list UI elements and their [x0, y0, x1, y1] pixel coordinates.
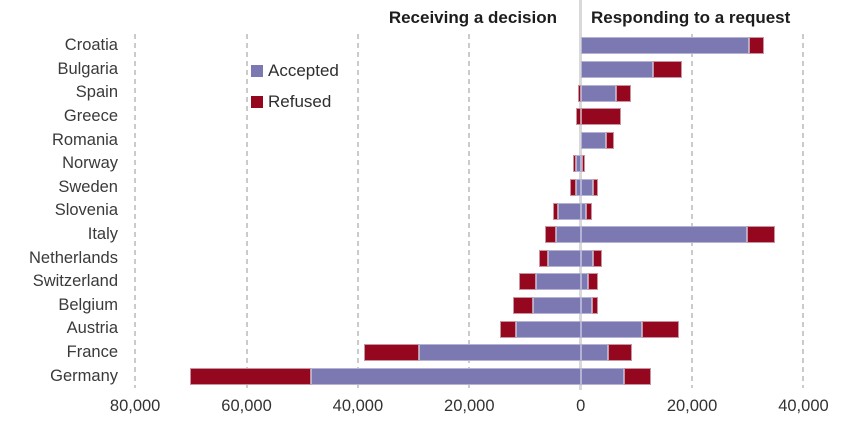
gridline — [802, 34, 805, 388]
bar-Romania-right-refused — [605, 131, 614, 149]
accepted-swatch-icon — [251, 65, 263, 77]
bar-Switzerland-right-accepted — [580, 273, 588, 291]
x-axis-tick: 20,000 — [666, 397, 718, 415]
bar-France-right-accepted — [580, 344, 608, 362]
gridline — [691, 34, 694, 388]
x-axis-tick: 40,000 — [332, 397, 384, 415]
bar-Switzerland-right-refused — [587, 273, 599, 291]
bar-Bulgaria-right-refused — [653, 60, 683, 78]
left-section-title: Receiving a decision — [388, 8, 557, 27]
bar-Norway-left-accepted — [576, 155, 581, 173]
gridline — [134, 34, 137, 388]
bar-Germany-right-accepted — [580, 367, 624, 385]
country-label: Netherlands — [29, 248, 118, 267]
bar-Belgium-right-refused — [592, 296, 598, 314]
bar-Austria-right-refused — [642, 320, 679, 338]
bar-Germany-left-refused — [189, 367, 311, 385]
bar-Austria-right-accepted — [580, 320, 643, 338]
bar-Greece-left-refused — [576, 108, 581, 126]
gridline — [468, 34, 471, 388]
x-axis-tick: 80,000 — [109, 397, 161, 415]
bar-France-left-refused — [364, 344, 420, 362]
bar-Romania-right-accepted — [580, 131, 606, 149]
bar-Belgium-left-accepted — [533, 296, 581, 314]
bar-Sweden-left-accepted — [576, 178, 581, 196]
legend-label-accepted: Accepted — [268, 61, 339, 80]
country-label: Norway — [62, 154, 118, 173]
bar-Germany-right-refused — [623, 367, 651, 385]
bar-Norway-left-refused — [572, 155, 577, 173]
bar-Slovenia-right-accepted — [580, 202, 587, 220]
bar-Italy-right-refused — [746, 226, 776, 244]
x-axis-tick: 0 — [576, 397, 586, 415]
legend-label-refused: Refused — [268, 92, 332, 111]
bar-Austria-left-accepted — [515, 320, 581, 338]
refused-swatch-icon — [251, 96, 263, 108]
bar-Switzerland-left-refused — [518, 273, 537, 291]
bar-Croatia-right-accepted — [580, 37, 749, 55]
bar-Bulgaria-right-accepted — [580, 60, 654, 78]
gridline — [245, 34, 248, 388]
bar-Austria-left-refused — [500, 320, 516, 338]
bar-Netherlands-left-accepted — [548, 249, 581, 267]
country-label: Romania — [51, 130, 118, 149]
x-axis-tick: 20,000 — [444, 397, 495, 415]
bar-Netherlands-left-refused — [538, 249, 549, 267]
bar-Germany-left-accepted — [310, 367, 581, 385]
bar-Belgium-right-accepted — [580, 296, 593, 314]
country-label: Switzerland — [32, 272, 118, 291]
right-section-title: Responding to a request — [591, 8, 791, 27]
country-label: Italy — [87, 225, 118, 244]
bar-Sweden-left-refused — [570, 178, 577, 196]
country-label: Bulgaria — [57, 59, 118, 78]
x-axis-tick-labels: 80,000 60,000 40,000 20,000 0 20,000 40,000 — [0, 397, 850, 421]
bar-Netherlands-right-refused — [593, 249, 603, 267]
country-label: Croatia — [64, 36, 118, 55]
bar-France-left-accepted — [419, 344, 581, 362]
bar-Spain-right-accepted — [580, 84, 617, 102]
bar-Slovenia-left-accepted — [558, 202, 581, 220]
bar-Slovenia-left-refused — [553, 202, 559, 220]
bar-Sweden-right-refused — [593, 178, 599, 196]
bar-Croatia-right-refused — [748, 37, 765, 55]
gridline — [356, 34, 359, 388]
country-label: Spain — [75, 83, 118, 102]
plot-area — [124, 34, 848, 388]
country-label: Slovenia — [54, 201, 118, 220]
bar-Slovenia-right-refused — [586, 202, 592, 220]
bar-Greece-right-refused — [580, 108, 622, 126]
bar-Switzerland-left-accepted — [536, 273, 581, 291]
bar-Spain-right-refused — [616, 84, 631, 102]
x-axis-tick: 40,000 — [778, 397, 829, 415]
legend: Accepted Refused — [251, 61, 339, 123]
bar-Italy-left-refused — [545, 226, 557, 244]
bar-Belgium-left-refused — [513, 296, 534, 314]
country-label: Sweden — [58, 177, 118, 196]
legend-item-accepted: Accepted — [251, 61, 339, 81]
bar-France-right-refused — [607, 344, 632, 362]
x-axis-tick: 60,000 — [221, 397, 272, 415]
bar-Italy-left-accepted — [556, 226, 581, 244]
legend-item-refused: Refused — [251, 92, 339, 112]
bar-Netherlands-right-accepted — [580, 249, 594, 267]
bar-Italy-right-accepted — [580, 226, 747, 244]
country-label: Belgium — [58, 295, 118, 314]
bar-Spain-left-refused — [577, 84, 581, 102]
bar-Norway-right-refused — [582, 155, 586, 173]
country-label: Germany — [50, 366, 118, 385]
country-label: Greece — [63, 107, 118, 126]
country-label: France — [66, 343, 118, 362]
bar-Sweden-right-accepted — [580, 178, 594, 196]
country-label: Austria — [66, 319, 118, 338]
y-axis-labels: Croatia Bulgaria Spain Greece Romania Norway S… — [0, 34, 118, 388]
